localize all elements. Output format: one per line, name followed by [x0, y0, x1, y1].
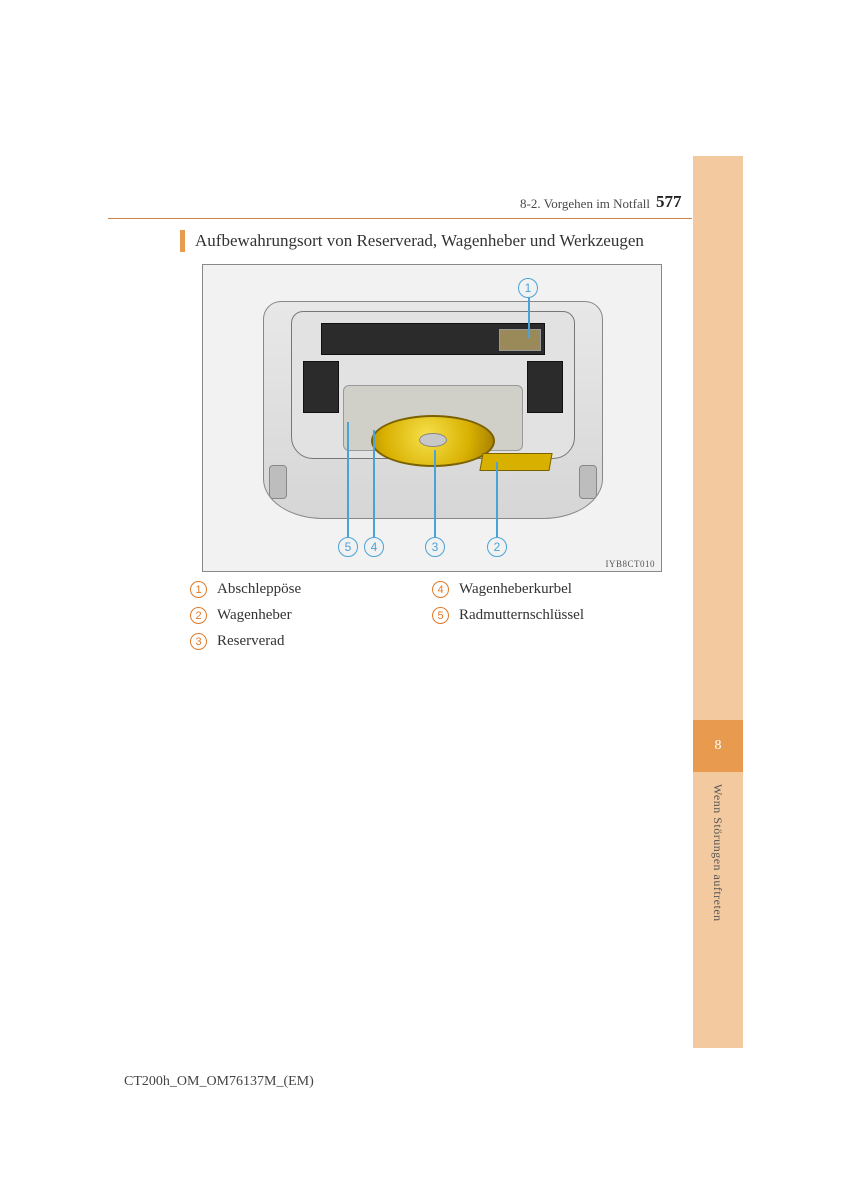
callout-circle-5: 5 — [338, 537, 358, 557]
header-rule — [108, 218, 692, 219]
callout-circle-3: 3 — [425, 537, 445, 557]
taillight-left — [269, 465, 287, 499]
legend-label: Wagenheberkurbel — [459, 581, 572, 598]
section-title-bar: Aufbewahrungsort von Reserverad, Wagenhe… — [180, 230, 680, 252]
legend-row: 2 Wagenheber — [190, 607, 292, 624]
tow-eye-box — [499, 329, 541, 351]
side-label: Wenn Störungen auftreten — [710, 784, 725, 922]
illustration-ref: IYB8CT010 — [606, 559, 656, 569]
chapter-badge: 8 — [693, 720, 743, 772]
section-title: Aufbewahrungsort von Reserverad, Wagenhe… — [195, 231, 644, 251]
page-number: 577 — [656, 192, 682, 212]
header-section: 8-2. Vorgehen im Notfall — [520, 196, 650, 212]
legend-num: 4 — [432, 581, 449, 598]
legend-num: 5 — [432, 607, 449, 624]
legend-num: 3 — [190, 633, 207, 650]
legend-num: 1 — [190, 581, 207, 598]
legend-label: Abschleppöse — [217, 581, 301, 598]
illustration-frame: IYB8CT010 — [202, 264, 662, 572]
callout-line-1 — [528, 298, 530, 338]
taillight-right — [579, 465, 597, 499]
callout-line-5 — [347, 422, 349, 537]
legend-label: Wagenheber — [217, 607, 292, 624]
callout-circle-4: 4 — [364, 537, 384, 557]
callout-line-4 — [373, 430, 375, 537]
legend-row: 3 Reserverad — [190, 633, 284, 650]
legend-label: Reserverad — [217, 633, 284, 650]
storage-tray-side-l — [303, 361, 339, 413]
title-accent — [180, 230, 185, 252]
storage-tray-side-r — [527, 361, 563, 413]
legend-row: 1 Abschleppöse — [190, 581, 301, 598]
legend-label: Radmutternschlüssel — [459, 607, 584, 624]
jack-shape — [479, 453, 552, 471]
legend-row: 4 Wagenheberkurbel — [432, 581, 572, 598]
callout-circle-2: 2 — [487, 537, 507, 557]
footer-docid: CT200h_OM_OM76137M_(EM) — [124, 1074, 314, 1090]
spare-tire-hub — [419, 433, 447, 447]
callout-line-3 — [434, 450, 436, 537]
callout-circle-1: 1 — [518, 278, 538, 298]
legend-num: 2 — [190, 607, 207, 624]
legend-row: 5 Radmutternschlüssel — [432, 607, 584, 624]
manual-page: 8 Wenn Störungen auftreten 8-2. Vorgehen… — [0, 0, 848, 1200]
chapter-number: 8 — [715, 738, 722, 754]
callout-line-2 — [496, 462, 498, 537]
